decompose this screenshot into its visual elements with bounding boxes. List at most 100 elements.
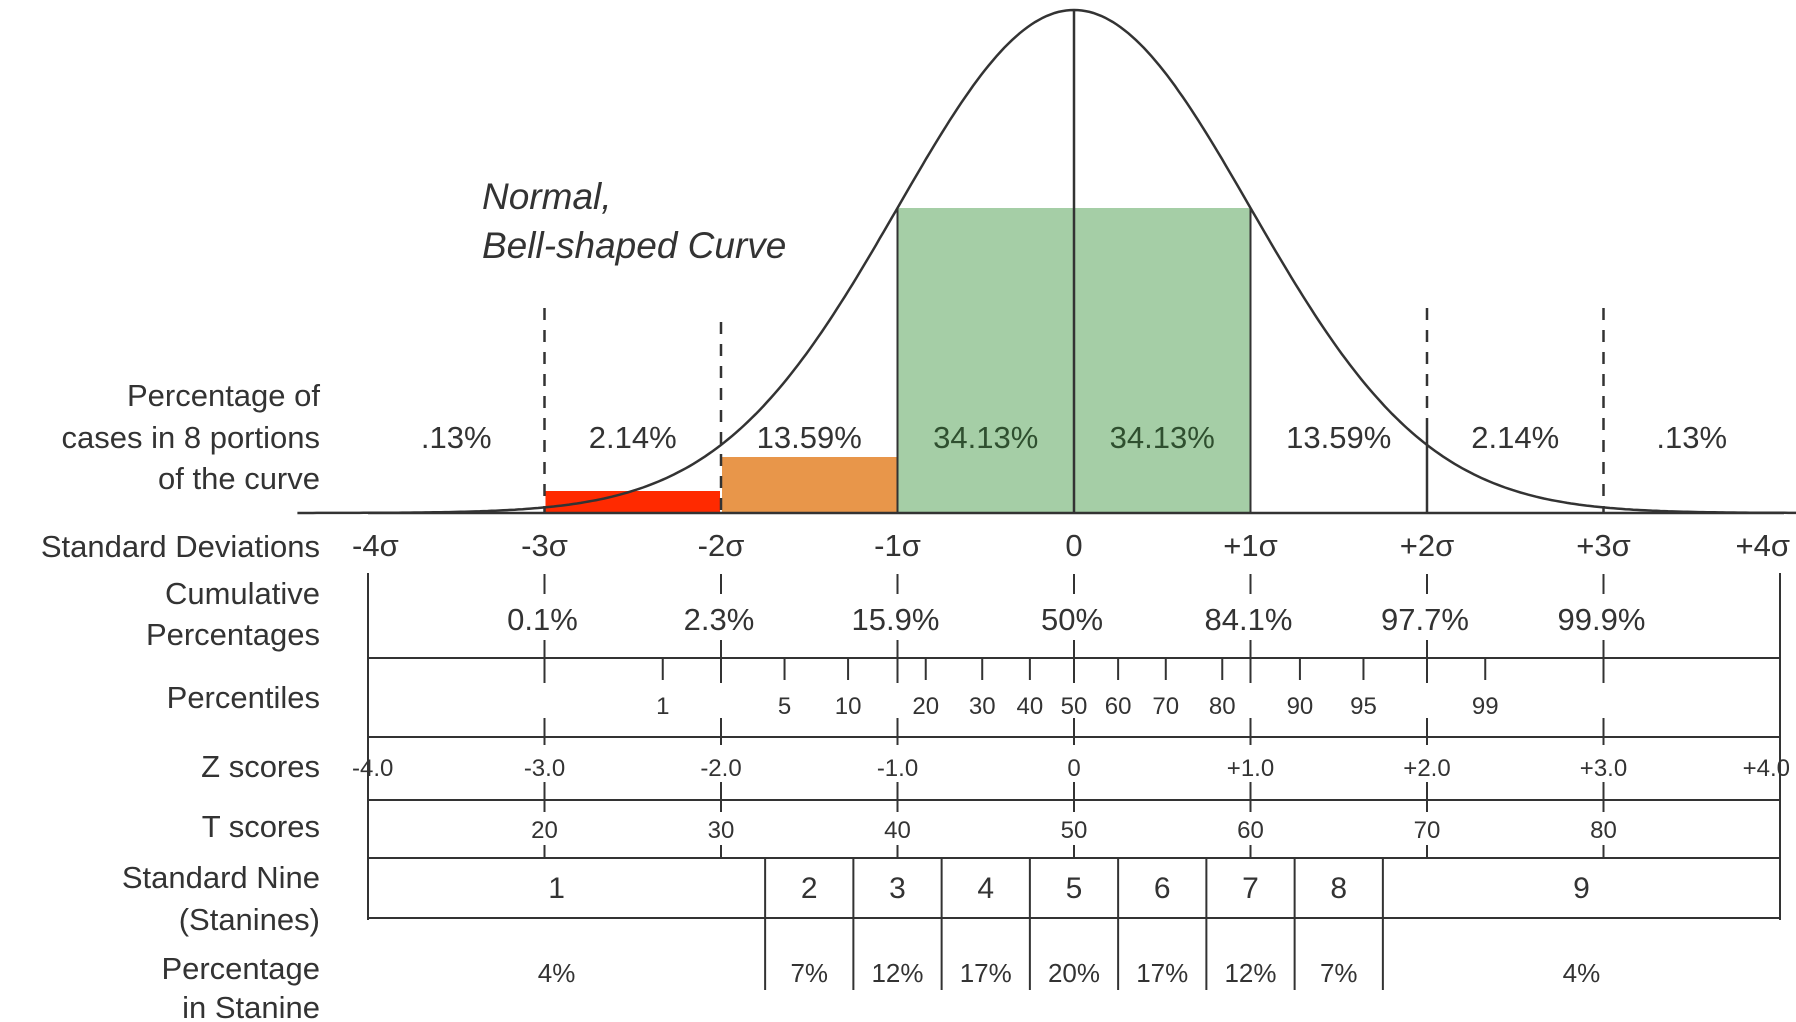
percentile-labels: 1 5 10 20 30 40 50 60 70 80 90 95 99 [656,693,1499,720]
sd-label: +4σ [1736,528,1790,563]
t-score-label: 70 [1414,817,1441,844]
percentile-label: 80 [1209,693,1236,720]
z-score-label: +3.0 [1580,755,1627,782]
stanine-number: 2 [801,872,818,905]
t-score-label: 60 [1237,817,1264,844]
stanine-number: 3 [889,872,906,905]
sd-labels: -4σ -3σ -2σ -1σ 0 +1σ +2σ +3σ +4σ [352,528,1790,563]
stanine-number: 8 [1330,872,1347,905]
z-score-label: +1.0 [1227,755,1274,782]
sd-label: +3σ [1576,528,1630,563]
cumulative-label: 99.9% [1558,602,1646,637]
percentile-label: 40 [1017,693,1044,720]
stanine-percent: 4% [1563,958,1601,988]
stanine-percent: 12% [871,958,923,988]
z-score-label: -2.0 [700,755,741,782]
cumulative-label: 50% [1041,602,1103,637]
t-score-label: 80 [1590,817,1617,844]
sd-row-label: Standard Deviations [41,529,320,564]
stanine-percent: 4% [538,958,576,988]
portion-fill-13-59-left [720,455,899,514]
stanine-percent: 20% [1048,958,1100,988]
diagram-title-line-1: Normal, [482,176,612,217]
stanine-percent: 12% [1224,958,1276,988]
portion-percent-labels: .13% 2.14% 13.59% 34.13% 34.13% 13.59% 2.14% .1… [421,420,1727,455]
stanine-number: 7 [1242,872,1259,905]
stanine-number: 9 [1573,872,1590,905]
t-scores-row-label: T scores [202,809,320,844]
stanine-number: 4 [977,872,994,905]
stanine-number: 1 [548,872,565,905]
z-score-label: +4.0 [1743,755,1790,782]
t-score-label: 40 [884,817,911,844]
portion-label: 13.59% [1286,420,1391,455]
z-score-label: 0 [1067,755,1080,782]
cumulative-label-line-1: Cumulative [165,576,320,611]
stanine-number: 6 [1154,872,1171,905]
sigma-guide-lines [543,10,1605,513]
percentile-label: 99 [1472,693,1499,720]
cumulative-label: 2.3% [684,602,755,637]
cumulative-label: 97.7% [1381,602,1469,637]
scale-lines [367,573,1781,920]
portion-label: .13% [1656,420,1727,455]
z-score-labels: -4.0 -3.0 -2.0 -1.0 0 +1.0 +2.0 +3.0 +4.0 [352,755,1790,782]
percentile-label: 90 [1287,693,1314,720]
row-labels: Percentage of cases in 8 portions of the… [41,378,321,1022]
percentile-label: 95 [1350,693,1377,720]
sd-label: +2σ [1400,528,1454,563]
stanine-label-line-2: (Stanines) [179,902,320,937]
cumulative-label-line-2: Percentages [146,617,320,652]
portion-fill-2-14-left [543,489,722,514]
stanine-percent: 7% [790,958,828,988]
percentile-label: 60 [1105,693,1132,720]
stanine-pct-label-line-2: in Stanine [182,990,320,1022]
portions-label-line-1: Percentage of [127,378,320,413]
percentile-label: 50 [1061,693,1088,720]
portions-label-line-3: of the curve [158,461,320,496]
stanine-cells: 1 4% 2 7% 3 12% 4 17% 5 20% 6 17% 7 12% 8 7% 9 4% [538,858,1600,990]
stanine-percent: 17% [1136,958,1188,988]
percentile-label: 70 [1152,693,1179,720]
cumulative-labels: 0.1% 2.3% 15.9% 50% 84.1% 97.7% 99.9% [507,602,1645,637]
percentile-label: 20 [912,693,939,720]
cumulative-label: 0.1% [507,602,578,637]
stanine-number: 5 [1066,872,1083,905]
t-score-label: 30 [708,817,735,844]
diagram-title-line-2: Bell-shaped Curve [482,225,786,266]
z-score-label: -4.0 [352,755,393,782]
portion-label: 34.13% [1110,420,1215,455]
percentile-label: 30 [969,693,996,720]
sd-label: +1σ [1223,528,1277,563]
z-score-label: +2.0 [1403,755,1450,782]
portion-label: .13% [421,420,492,455]
portion-label: 34.13% [933,420,1038,455]
portion-label: 13.59% [757,420,862,455]
t-score-labels: 20 30 40 50 60 70 80 [531,817,1617,844]
z-scores-row-label: Z scores [201,749,320,784]
t-score-label: 50 [1061,817,1088,844]
stanine-pct-label-line-1: Percentage [161,951,320,986]
z-score-label: -3.0 [524,755,565,782]
z-score-label: -1.0 [877,755,918,782]
sd-label: -4σ [352,528,399,563]
portion-label: 2.14% [1471,420,1559,455]
sd-label: -1σ [874,528,921,563]
portion-fill-34-13-left [896,206,1075,514]
percentile-label: 10 [835,693,862,720]
percentile-label: 1 [656,693,669,720]
t-score-label: 20 [531,817,558,844]
percentile-label: 5 [778,693,791,720]
sd-label: -2σ [698,528,745,563]
sd-label: 0 [1065,528,1082,563]
stanine-percent: 7% [1320,958,1358,988]
sd-label: -3σ [521,528,568,563]
portion-label: 2.14% [589,420,677,455]
cumulative-label: 15.9% [852,602,940,637]
portion-fills [543,206,1252,514]
percentiles-row-label: Percentiles [167,680,320,715]
portion-fill-34-13-right [1073,206,1252,514]
stanine-percent: 17% [960,958,1012,988]
stanine-label-line-1: Standard Nine [122,860,320,895]
